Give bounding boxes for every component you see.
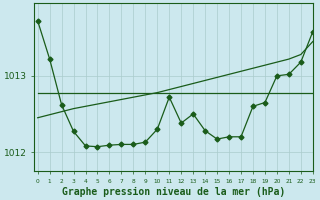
X-axis label: Graphe pression niveau de la mer (hPa): Graphe pression niveau de la mer (hPa) <box>62 186 285 197</box>
